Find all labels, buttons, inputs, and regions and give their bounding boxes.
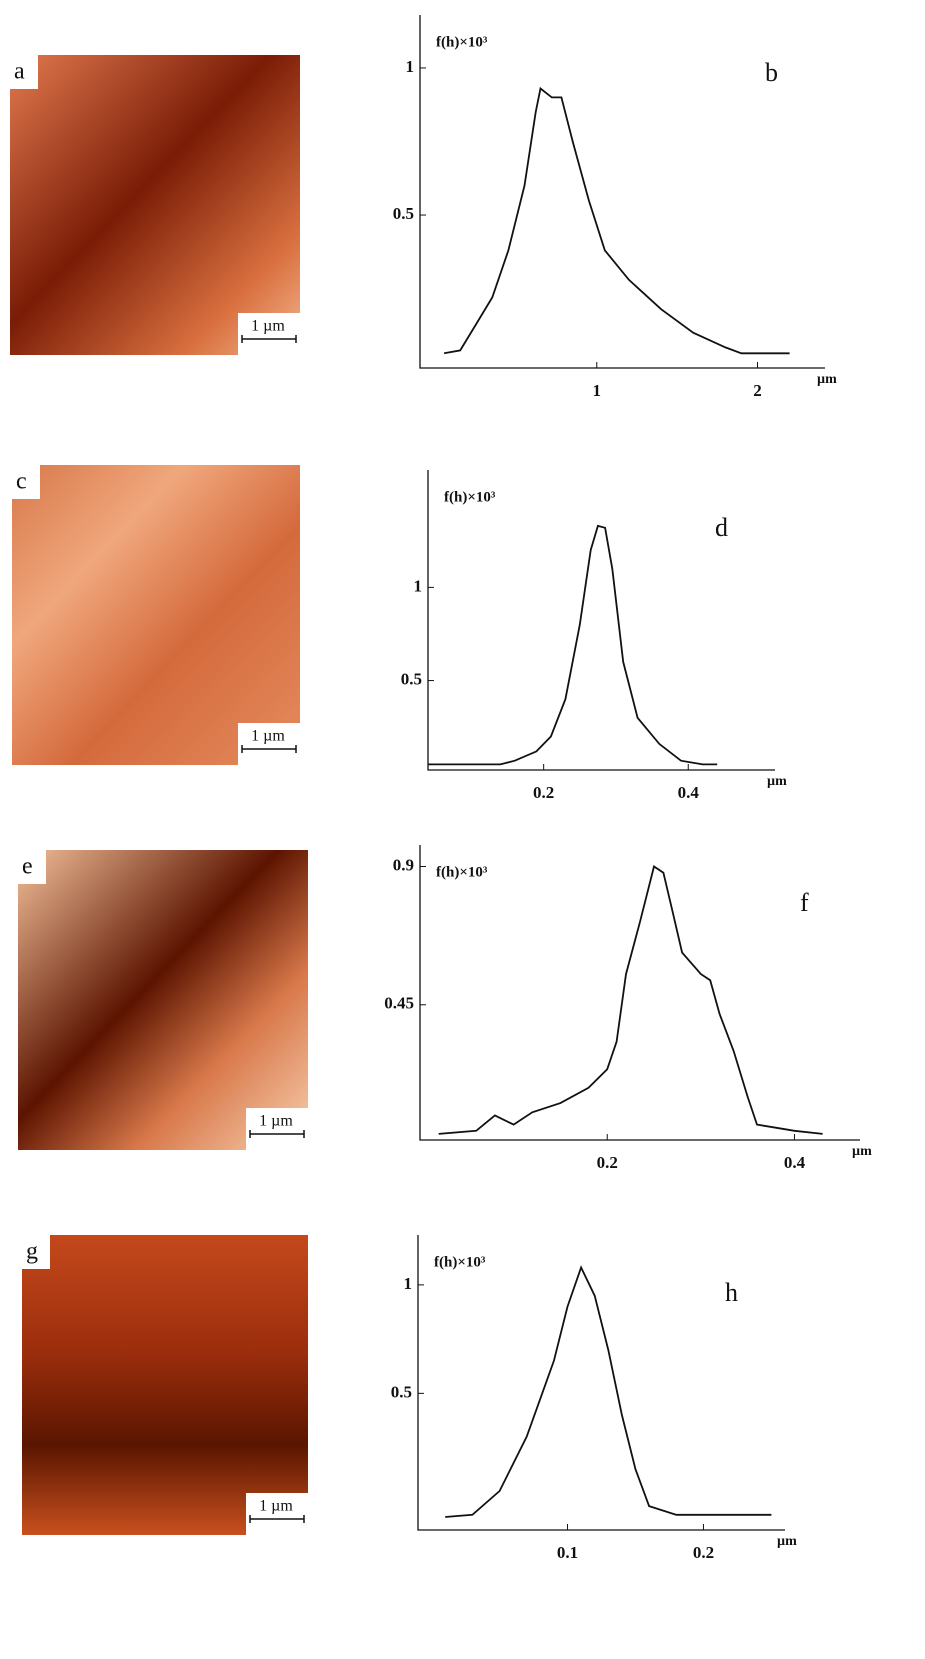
histogram-curve [438, 865, 823, 1135]
x-tick-label: 0.2 [693, 1543, 714, 1562]
afm-image [18, 850, 308, 1150]
scale-box [246, 1108, 308, 1150]
scale-label: 1 µm [259, 1498, 293, 1515]
scale-bar [241, 745, 297, 753]
x-tick-label: 0.2 [597, 1153, 618, 1172]
x-tick-label: 2 [753, 381, 762, 400]
afm-image [10, 55, 300, 355]
x-axis-label: µm [777, 1534, 797, 1549]
y-axis-label: f(h)×10³ [436, 34, 488, 50]
y-tick-label: 1 [404, 1274, 413, 1293]
afm-image [22, 1235, 308, 1535]
y-tick-label: 0.5 [393, 204, 414, 223]
scale-bar [249, 1130, 305, 1138]
annotation: f [800, 888, 809, 917]
x-axis-label: µm [852, 1144, 872, 1159]
y-axis-label: f(h)×10³ [444, 489, 496, 505]
y-tick-label: 0.9 [393, 855, 414, 874]
y-axis-label: f(h)×10³ [434, 1254, 486, 1270]
y-tick-label: 1 [406, 57, 415, 76]
panel-label: g [26, 1239, 38, 1265]
x-tick-label: 0.2 [533, 783, 554, 802]
panel-label: c [16, 469, 27, 495]
histogram-curve [428, 524, 718, 766]
panel-label-box [10, 55, 38, 89]
axes [419, 15, 825, 369]
panel-label-box [22, 1235, 50, 1269]
scale-box [238, 313, 300, 355]
x-axis-label: µm [817, 372, 837, 387]
annotation: b [765, 58, 778, 87]
histogram-curve [445, 1265, 772, 1518]
scale-label: 1 µm [259, 1113, 293, 1130]
annotation: d [715, 513, 728, 542]
panel-label: e [22, 854, 33, 880]
x-tick-label: 0.4 [784, 1153, 806, 1172]
y-axis-label: f(h)×10³ [436, 864, 488, 880]
x-axis-label: µm [767, 774, 787, 789]
y-tick-label: 1 [414, 576, 423, 595]
y-tick-label: 0.5 [391, 1382, 412, 1401]
y-tick-label: 0.5 [401, 669, 422, 688]
panel-label-box [18, 850, 46, 884]
afm-image [12, 465, 300, 765]
y-tick-label: 0.45 [384, 994, 414, 1013]
scale-box [246, 1493, 308, 1535]
x-tick-label: 0.4 [678, 783, 700, 802]
scale-bar [249, 1515, 305, 1523]
x-tick-label: 1 [593, 381, 602, 400]
axes [419, 845, 860, 1141]
scale-bar [241, 335, 297, 343]
annotation: h [725, 1278, 738, 1307]
panel-label-box [12, 465, 40, 499]
scale-label: 1 µm [251, 318, 285, 335]
scale-box [238, 723, 300, 765]
x-tick-label: 0.1 [557, 1543, 578, 1562]
panel-label: a [14, 59, 25, 85]
axes [417, 1235, 785, 1531]
scale-label: 1 µm [251, 728, 285, 745]
histogram-curve [443, 86, 790, 355]
axes [427, 470, 775, 771]
